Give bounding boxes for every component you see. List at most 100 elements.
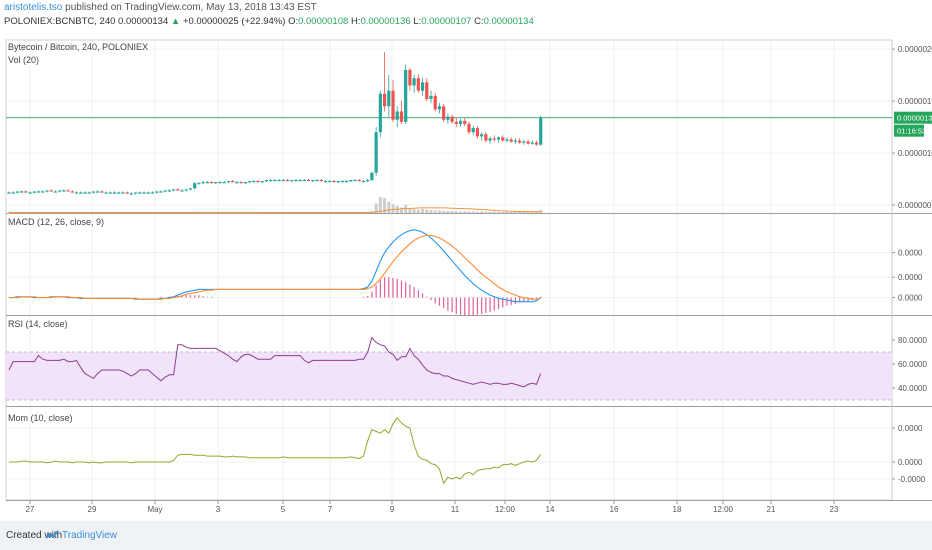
candle-body — [193, 183, 197, 189]
candle-body — [437, 106, 442, 110]
candle-body — [180, 190, 184, 192]
candle-body — [49, 190, 53, 192]
candle-body — [319, 179, 323, 182]
candle-body — [96, 191, 100, 193]
macd-histogram-bar — [388, 277, 390, 298]
volume-bar — [256, 212, 260, 214]
macd-histogram-bar — [497, 297, 500, 309]
time-tick-label: May — [147, 505, 162, 514]
candle-body — [285, 179, 290, 182]
candle-body — [332, 181, 336, 183]
candle-body — [399, 111, 404, 122]
candle-body — [391, 90, 395, 120]
footer-bar: Created with TradingView — [0, 521, 932, 550]
mom-tick-label: 0.0000 — [898, 424, 923, 433]
candle-body — [467, 123, 471, 133]
candle-body — [366, 179, 370, 182]
time-tick-label: 18 — [673, 505, 682, 514]
time-tick-label: 14 — [546, 505, 555, 514]
macd-tick-label: 0.0000 — [898, 294, 923, 303]
candle-body — [163, 190, 167, 192]
time-tick-label: 11 — [451, 505, 460, 514]
momentum-title: Mom (10, close) — [8, 413, 73, 423]
macd-histogram-bar — [434, 297, 436, 304]
candle-body — [66, 190, 70, 192]
macd-histogram-bar — [527, 297, 529, 301]
candle-body — [62, 190, 66, 192]
candle-body — [505, 139, 509, 141]
volume-bar — [416, 209, 420, 213]
time-tick-label: 12:00 — [495, 505, 516, 514]
candle-body — [450, 116, 454, 122]
candle-body — [290, 179, 294, 182]
candle-body — [425, 82, 429, 99]
macd-histogram-bar — [396, 278, 398, 298]
candle-body — [480, 134, 484, 137]
candle-body — [83, 192, 87, 194]
macd-histogram-bar — [362, 296, 365, 298]
chart-canvas[interactable]: 0.00000200 0.00000150 0.00000100 0.00000050… — [0, 0, 932, 521]
candle-body — [404, 69, 408, 122]
candle-body — [243, 182, 247, 184]
candle-body — [142, 192, 146, 194]
candle-body — [307, 179, 311, 182]
macd-histogram-bar — [383, 277, 386, 298]
macd-histogram-bar — [198, 295, 200, 298]
candle-body — [269, 179, 273, 182]
symbol-header: POLONIEX:BCNBTC, 240 0.00000134 ▲ +0.000… — [4, 16, 534, 27]
macd-histogram-bar — [540, 296, 542, 298]
candle-body — [357, 179, 361, 182]
volume-bar — [450, 210, 454, 213]
macd-histogram-bar — [502, 297, 504, 308]
macd-tick-label: 0.0000 — [898, 273, 923, 282]
candle-body — [104, 192, 108, 194]
macd-histogram-bar — [535, 297, 538, 300]
candle-body — [100, 191, 104, 193]
candle-body — [7, 192, 11, 194]
candle-body — [108, 192, 112, 194]
macd-histogram-bar — [514, 297, 516, 305]
candle-body — [488, 138, 492, 141]
candle-body — [252, 181, 256, 183]
candle-body — [41, 191, 45, 193]
candle-body — [408, 69, 412, 86]
countdown-label: 01:16:53 — [897, 127, 926, 136]
time-tick-label: 9 — [390, 505, 395, 514]
price-tick-label: 0.00000050 — [898, 201, 932, 210]
candle-body — [475, 128, 480, 137]
volume-bar — [463, 211, 467, 213]
time-tick-label: 5 — [281, 505, 286, 514]
volume-bar — [471, 211, 475, 213]
candle-body — [416, 78, 420, 91]
rsi-band — [6, 352, 892, 400]
tradingview-logo-icon — [45, 530, 59, 539]
macd-histogram-bar — [160, 296, 162, 298]
candle-body — [471, 128, 475, 133]
volume-bar — [505, 211, 509, 213]
volume-bar — [433, 210, 437, 213]
volume-bar — [497, 211, 501, 213]
tradingview-brand[interactable]: TradingView — [62, 530, 118, 541]
macd-histogram-bar — [472, 297, 474, 316]
candle-body — [222, 182, 226, 184]
volume-bar — [475, 211, 479, 213]
volume-bar — [374, 203, 378, 213]
macd-histogram-bar — [481, 297, 483, 314]
candle-body — [433, 95, 437, 110]
volume-bar — [492, 211, 496, 213]
macd-histogram-bar — [459, 297, 462, 315]
author-link[interactable]: aristotelis.tso — [4, 2, 63, 13]
macd-histogram-bar — [371, 291, 373, 298]
time-tick-label: 21 — [767, 505, 776, 514]
candle-body — [36, 191, 41, 193]
volume-bar — [231, 212, 235, 214]
candle-body — [323, 181, 328, 183]
mom-tick-label: 0.0000 — [898, 458, 923, 467]
candle-body — [484, 134, 488, 141]
macd-histogram-bar — [426, 296, 428, 298]
candle-body — [91, 191, 95, 193]
candle-body — [534, 142, 539, 145]
candle-body — [420, 82, 425, 91]
candle-body — [239, 182, 243, 184]
volume-bar — [425, 209, 429, 213]
